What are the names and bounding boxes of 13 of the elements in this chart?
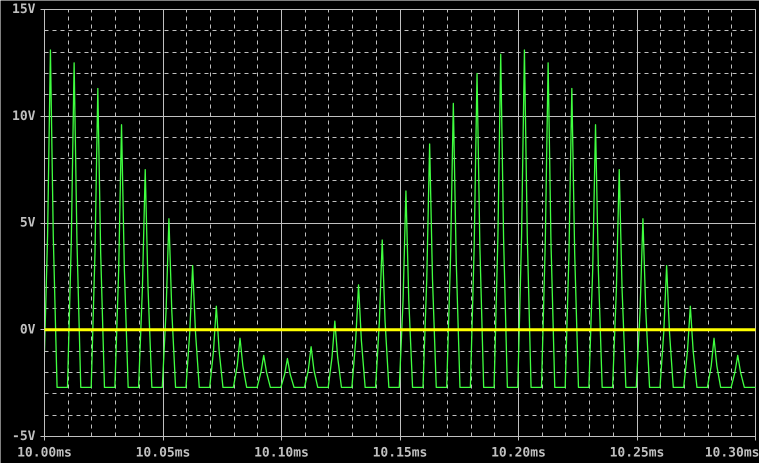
y-tick-label: 0V — [20, 322, 36, 338]
x-tick-label: 10.10ms — [254, 446, 309, 460]
y-tick-label: -5V — [12, 429, 36, 444]
x-tick-label: 10.15ms — [372, 446, 428, 460]
x-tick-label: 10.05ms — [136, 446, 190, 460]
x-tick-label: 10.25ms — [610, 446, 664, 460]
line-series — [44, 49, 756, 388]
x-tick-label: 10.30ms — [704, 446, 759, 460]
x-tick-label: 10.20ms — [491, 446, 546, 460]
x-tick-label: 10.00ms — [17, 446, 72, 460]
y-tick-label: 10V — [12, 108, 36, 124]
y-tick-label: 15V — [12, 2, 36, 17]
y-tick-label: 5V — [20, 216, 36, 230]
